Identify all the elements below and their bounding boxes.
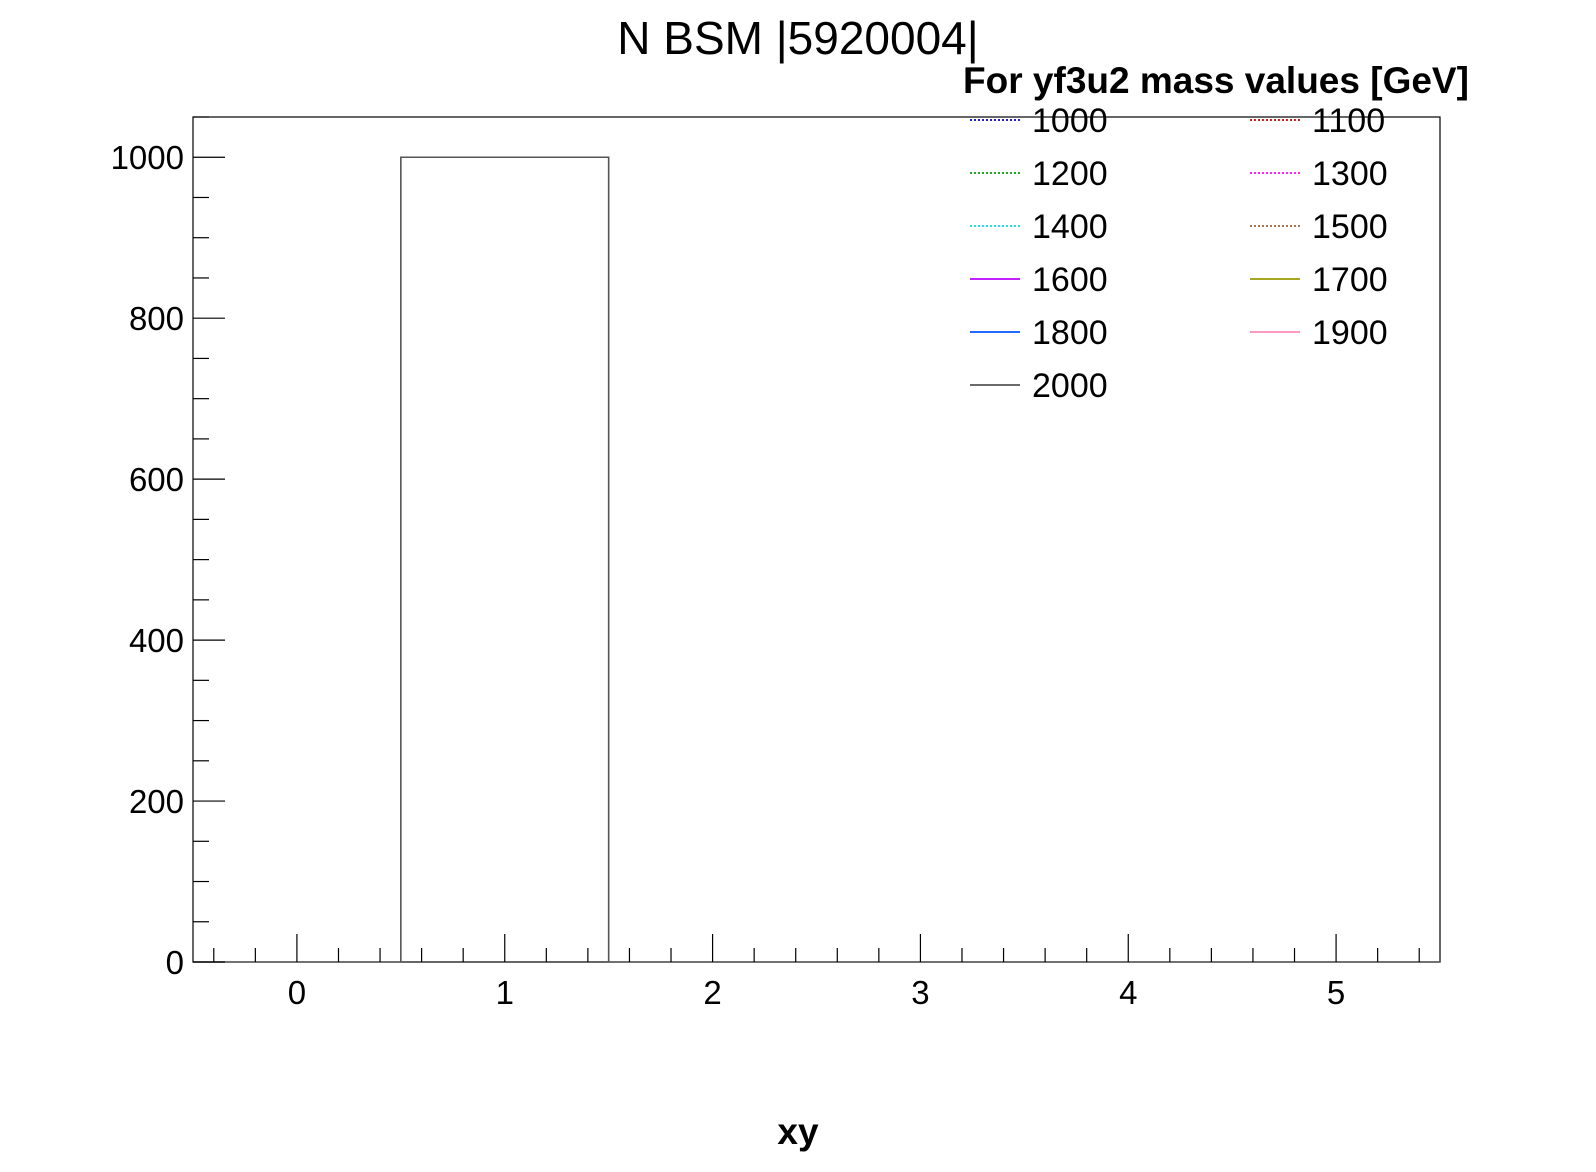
legend-entry: 1800 — [970, 314, 1108, 352]
y-tick-label: 200 — [129, 783, 184, 820]
legend-label: 1900 — [1312, 314, 1388, 352]
legend-entry: 1300 — [1250, 155, 1388, 193]
legend-entry: 1600 — [970, 261, 1108, 299]
y-tick-label: 800 — [129, 300, 184, 337]
legend-label: 1400 — [1032, 208, 1108, 246]
histogram-outline — [193, 156, 1440, 963]
x-tick-label: 1 — [496, 974, 514, 1011]
legend-label: 1200 — [1032, 155, 1108, 193]
chart-title: N BSM |5920004| — [617, 12, 978, 64]
y-tick-label: 1000 — [111, 139, 184, 176]
legend-label: 1300 — [1312, 155, 1388, 193]
legend-label: 1000 — [1032, 102, 1108, 140]
legend-entry: 1700 — [1250, 261, 1388, 299]
y-tick-label: 600 — [129, 461, 184, 498]
legend-label: 1500 — [1312, 208, 1388, 246]
legend-entry: 1200 — [970, 155, 1108, 193]
legend-label: 1700 — [1312, 261, 1388, 299]
legend-label: 1800 — [1032, 314, 1108, 352]
legend-entry: 2000 — [970, 367, 1108, 405]
x-tick-label: 2 — [703, 974, 721, 1011]
legend-entry: 1400 — [970, 208, 1108, 246]
x-tick-label: 4 — [1119, 974, 1137, 1011]
legend-entry: 1900 — [1250, 314, 1388, 352]
legend-entry: 1100 — [1250, 102, 1385, 140]
y-tick-label: 400 — [129, 622, 184, 659]
x-tick-label: 0 — [288, 974, 306, 1011]
x-tick-label: 3 — [911, 974, 929, 1011]
histogram-bin — [401, 157, 609, 962]
legend: For yf3u2 mass values [GeV] 1000 1100 1200… — [963, 60, 1469, 405]
x-tick-label: 5 — [1327, 974, 1345, 1011]
y-axis: 0 200 400 600 800 1000 — [111, 116, 225, 981]
histogram-bars — [193, 156, 1440, 963]
legend-title: For yf3u2 mass values [GeV] — [963, 60, 1469, 101]
legend-entry: 1000 — [970, 102, 1108, 140]
x-axis: 0 1 2 3 4 5 — [213, 934, 1420, 1011]
legend-label: 1100 — [1312, 102, 1385, 140]
x-axis-title: xy — [777, 1111, 819, 1152]
legend-entry: 1500 — [1250, 208, 1388, 246]
legend-label: 1600 — [1032, 261, 1108, 299]
plot-frame — [192, 116, 1441, 963]
legend-label: 2000 — [1032, 367, 1108, 405]
y-tick-label: 0 — [166, 944, 184, 981]
